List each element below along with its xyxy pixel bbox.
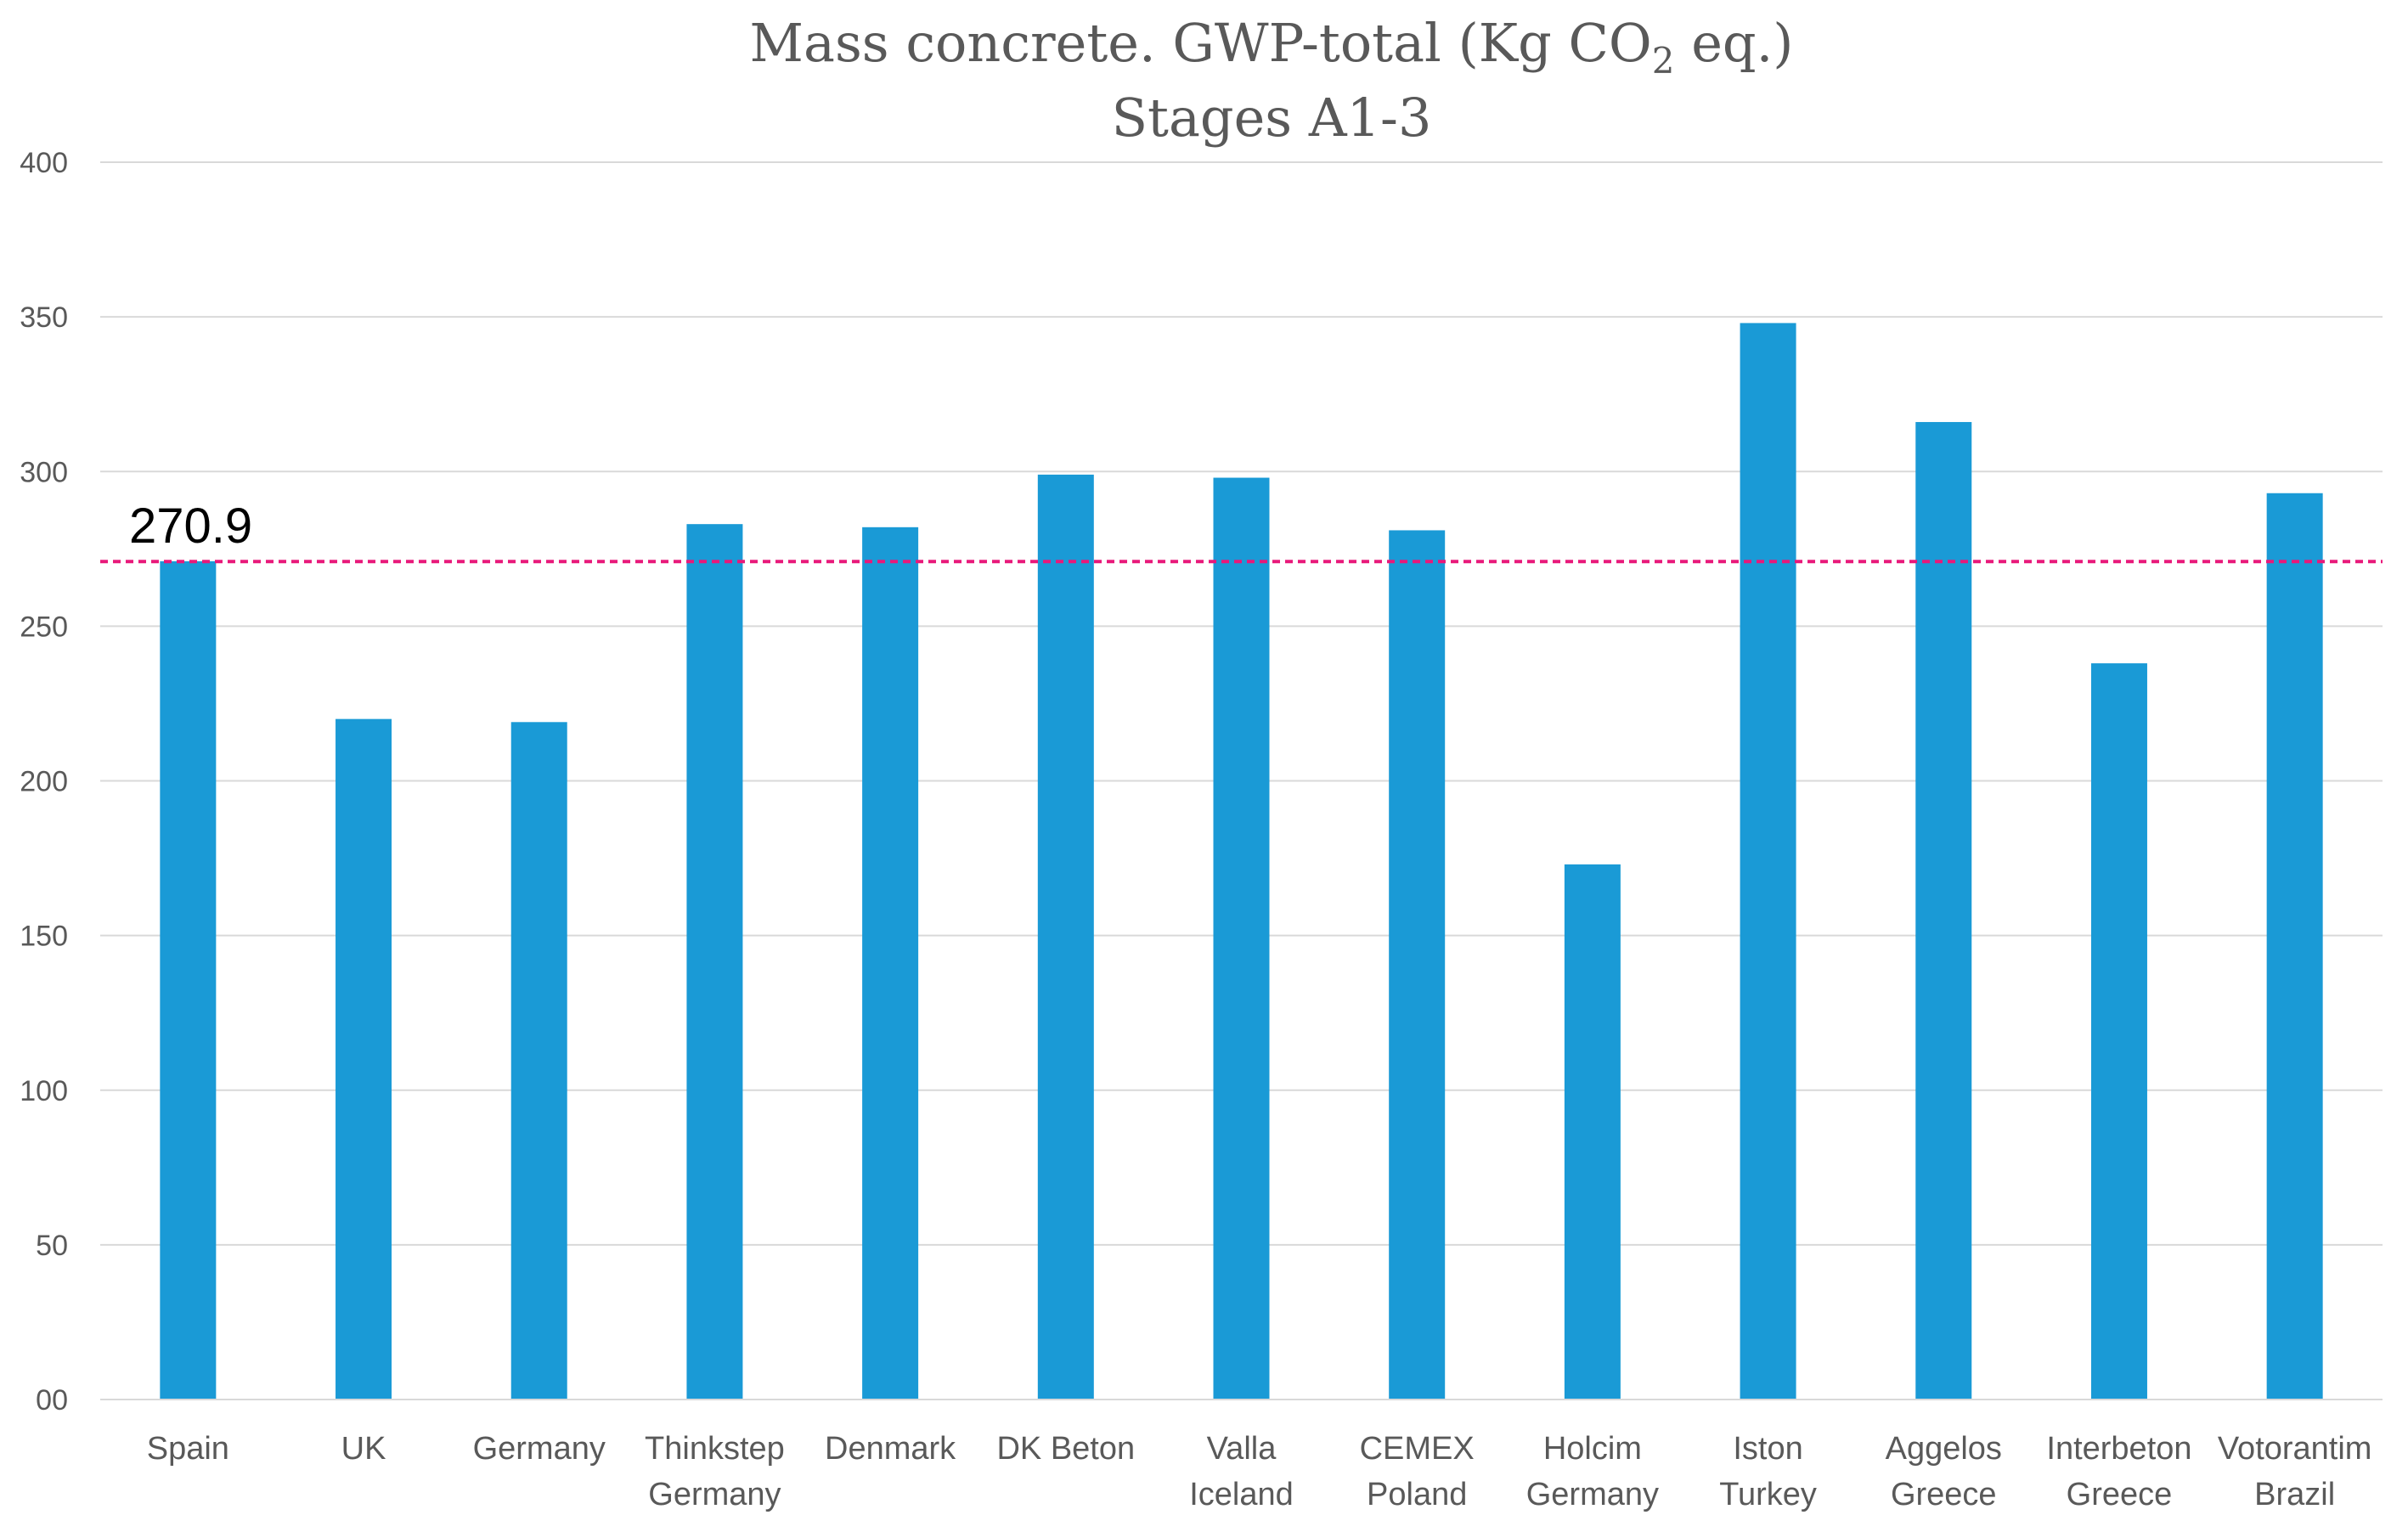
x-tick-label: Thinkstep Germany xyxy=(645,1431,785,1512)
x-tick-label-line: Germany xyxy=(473,1431,606,1467)
bar xyxy=(510,722,567,1400)
y-axis: 00 50 100 150 200 250 300 350 400 xyxy=(20,147,68,1416)
x-tick-label: DK Beton xyxy=(996,1431,1135,1467)
x-tick-label: UK xyxy=(341,1431,386,1467)
x-tick-label: CEMEX Poland xyxy=(1360,1431,1475,1512)
x-tick-label: Iston Turkey xyxy=(1719,1431,1817,1512)
y-tick-label: 300 xyxy=(20,456,68,488)
bar xyxy=(160,560,217,1400)
x-tick-label-line: Denmark xyxy=(825,1431,956,1467)
x-tick-label: Interbeton Greece xyxy=(2046,1431,2191,1512)
y-tick-label: 400 xyxy=(20,147,68,179)
reference-line-group: 270.9 xyxy=(100,498,2383,564)
x-tick-label-line: Poland xyxy=(1367,1477,1467,1512)
bars xyxy=(160,323,2323,1400)
bar xyxy=(2266,493,2323,1400)
x-tick-label-line: UK xyxy=(341,1431,386,1467)
y-tick-label: 50 xyxy=(36,1230,68,1262)
chart-title-main: Mass concrete. GWP-total (Kg CO xyxy=(750,12,1652,74)
x-tick-label-line: Iston xyxy=(1733,1431,1802,1467)
x-tick-label-line: Valla xyxy=(1207,1431,1277,1467)
x-tick-label-line: Greece xyxy=(1891,1477,1997,1512)
chart-title-subscript: 2 xyxy=(1652,40,1675,82)
x-tick-label-line: Iceland xyxy=(1189,1477,1294,1512)
bar xyxy=(1740,323,1796,1400)
x-tick-label-line: Brazil xyxy=(2254,1477,2335,1512)
y-tick-label: 200 xyxy=(20,766,68,798)
y-tick-label: 00 xyxy=(36,1384,68,1416)
x-tick-label-line: DK Beton xyxy=(996,1431,1135,1467)
reference-line-label: 270.9 xyxy=(129,498,252,554)
bar xyxy=(686,524,743,1400)
x-tick-label-line: Holcim xyxy=(1543,1431,1642,1467)
x-tick-label: Spain xyxy=(147,1431,229,1467)
x-axis: Spain UK Germany Thinkstep Germany Denmark DK … xyxy=(100,1399,2383,1512)
chart-title-suffix: eq.) xyxy=(1674,12,1793,74)
x-tick-label: Germany xyxy=(473,1431,606,1467)
bar xyxy=(1564,864,1621,1400)
x-tick-label: Valla Iceland xyxy=(1189,1431,1294,1512)
bar xyxy=(336,718,392,1400)
x-tick-label-line: Turkey xyxy=(1719,1477,1817,1512)
y-tick-label: 350 xyxy=(20,301,68,334)
bar xyxy=(1213,477,1270,1400)
x-tick-label-line: Spain xyxy=(147,1431,229,1467)
bar xyxy=(1915,421,1972,1400)
chart-subtitle: Stages A1-3 xyxy=(1112,87,1432,149)
chart-title: Mass concrete. GWP-total (Kg CO2 eq.) xyxy=(750,12,1794,82)
x-tick-label-line: Germany xyxy=(1526,1477,1659,1512)
x-tick-label-line: Votorantim xyxy=(2218,1431,2372,1467)
x-tick-label-line: CEMEX xyxy=(1360,1431,1475,1467)
x-tick-label-line: Aggelos xyxy=(1886,1431,2002,1467)
x-tick-label-line: Thinkstep xyxy=(645,1431,785,1467)
bar xyxy=(862,527,919,1400)
x-tick-label: Aggelos Greece xyxy=(1886,1431,2002,1512)
x-tick-label-line: Interbeton xyxy=(2046,1431,2191,1467)
bar xyxy=(1037,474,1094,1400)
bar xyxy=(1389,530,1446,1400)
x-tick-label-line: Greece xyxy=(2067,1477,2173,1512)
x-tick-label-line: Germany xyxy=(648,1477,781,1512)
x-tick-label: Holcim Germany xyxy=(1526,1431,1659,1512)
x-tick-label: Denmark xyxy=(825,1431,956,1467)
y-tick-label: 100 xyxy=(20,1075,68,1107)
bar xyxy=(2090,663,2147,1400)
y-tick-label: 250 xyxy=(20,611,68,643)
x-tick-label: Votorantim Brazil xyxy=(2218,1431,2372,1512)
y-tick-label: 150 xyxy=(20,921,68,953)
